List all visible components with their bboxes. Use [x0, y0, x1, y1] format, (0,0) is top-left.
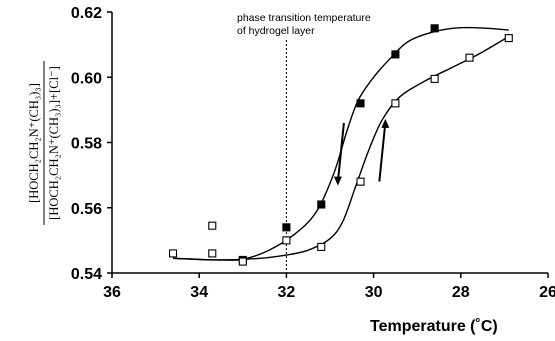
- open-square-marker: [238, 257, 247, 266]
- filled-square-marker: [391, 50, 400, 59]
- y-tick-label: 0.58: [71, 136, 102, 153]
- filled-square-marker: [356, 99, 365, 108]
- cooling-arrow-shaft: [336, 122, 345, 182]
- filled-square-marker: [317, 200, 326, 209]
- data-markers: [168, 24, 513, 266]
- y-axis-title-numerator: [HOCH₂CH₂N⁺(CH₃)₃]: [27, 83, 41, 203]
- open-square-marker: [282, 236, 291, 245]
- open-square-marker: [465, 53, 474, 62]
- y-tick-label: 0.56: [71, 201, 102, 218]
- y-tick-label: 0.60: [71, 70, 102, 87]
- x-tick-label: 32: [278, 284, 296, 301]
- open-square-marker: [391, 99, 400, 108]
- annotation-line-2: of hydrogel layer: [237, 25, 315, 37]
- open-square-marker: [356, 177, 365, 186]
- x-tick-label: 36: [103, 284, 121, 301]
- arrow-up-icon: [381, 118, 390, 128]
- open-square-marker: [430, 74, 439, 83]
- x-axis-title: Temperature (˚C): [370, 318, 498, 335]
- x-tick-label: 28: [452, 284, 470, 301]
- heating-fit-curve: [172, 35, 510, 261]
- open-square-marker: [317, 242, 326, 251]
- x-tick-label: 30: [365, 284, 383, 301]
- filled-square-marker: [282, 223, 291, 232]
- open-square-marker: [504, 34, 513, 43]
- x-axis-ticks: 36 34 32 30 28 26: [103, 273, 555, 301]
- open-square-marker: [208, 221, 217, 230]
- open-square-marker: [208, 249, 217, 258]
- x-tick-label: 26: [539, 284, 555, 301]
- x-tick-label: 34: [190, 284, 208, 301]
- fit-curves: [172, 26, 510, 261]
- cooling-fit-curve: [172, 26, 509, 261]
- y-tick-label: 0.54: [71, 266, 102, 283]
- annotation-line-1: phase transition temperature: [237, 12, 371, 24]
- y-axis-title: [HOCH₂CH₂N⁺(CH₃)₃] [HOCH₂CH₂N⁺(CH₃)₃]+[C…: [27, 61, 61, 225]
- y-axis-ticks: 0.54 0.56 0.58 0.60 0.62: [71, 5, 112, 283]
- y-axis-title-denominator: [HOCH₂CH₂N⁺(CH₃)₃]+[Cl⁻]: [47, 66, 61, 220]
- open-square-marker: [168, 249, 178, 258]
- arrow-down-icon: [333, 176, 342, 186]
- y-tick-label: 0.62: [71, 5, 102, 22]
- direction-arrows: [333, 118, 390, 186]
- filled-square-marker: [430, 24, 439, 33]
- heating-arrow-shaft: [378, 122, 387, 182]
